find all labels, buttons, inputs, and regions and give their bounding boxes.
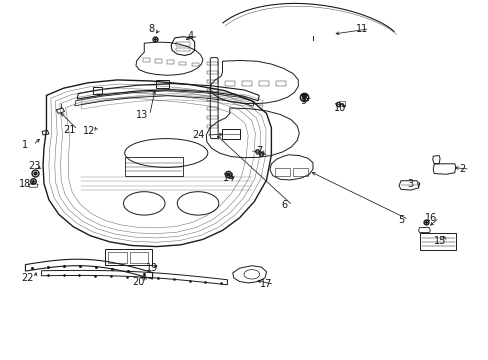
- Text: 10: 10: [333, 103, 346, 113]
- Text: 14: 14: [222, 173, 235, 183]
- Text: 6: 6: [281, 200, 287, 210]
- Text: 8: 8: [148, 24, 154, 34]
- Text: 3: 3: [407, 179, 413, 189]
- Bar: [176, 48, 189, 51]
- Text: 15: 15: [433, 236, 446, 246]
- Bar: [293, 168, 307, 176]
- Bar: [207, 71, 218, 74]
- Bar: [155, 59, 162, 63]
- Text: 4: 4: [187, 31, 193, 41]
- Text: 5: 5: [397, 215, 403, 225]
- Bar: [191, 63, 198, 66]
- Text: 16: 16: [424, 213, 437, 223]
- Text: 11: 11: [355, 24, 367, 34]
- Bar: [124, 157, 183, 176]
- Bar: [176, 42, 189, 46]
- Bar: [275, 168, 289, 176]
- Bar: [207, 125, 218, 128]
- Bar: [207, 107, 218, 110]
- Bar: [142, 58, 149, 62]
- Text: 17: 17: [260, 279, 272, 289]
- Text: 20: 20: [132, 276, 144, 287]
- Bar: [242, 81, 251, 86]
- Text: 24: 24: [191, 130, 204, 140]
- Text: 19: 19: [145, 263, 158, 273]
- Bar: [207, 98, 218, 101]
- Text: 9: 9: [300, 96, 305, 106]
- Bar: [129, 252, 148, 263]
- Text: 23: 23: [28, 161, 41, 171]
- Text: 1: 1: [22, 140, 28, 150]
- Bar: [259, 81, 268, 86]
- Text: 18: 18: [19, 179, 32, 189]
- Text: 7: 7: [256, 146, 262, 156]
- Bar: [105, 249, 151, 265]
- Text: 13: 13: [135, 110, 148, 120]
- Text: 22: 22: [21, 273, 34, 283]
- Bar: [156, 80, 168, 88]
- Text: 2: 2: [458, 164, 464, 174]
- Bar: [207, 116, 218, 119]
- Bar: [224, 81, 234, 86]
- Text: 12: 12: [82, 126, 95, 136]
- Bar: [276, 81, 285, 86]
- Bar: [207, 80, 218, 83]
- Bar: [179, 62, 186, 65]
- Bar: [419, 233, 455, 250]
- Bar: [93, 87, 102, 94]
- Bar: [107, 252, 127, 263]
- Bar: [207, 89, 218, 92]
- Bar: [338, 101, 344, 106]
- Bar: [222, 129, 239, 139]
- Bar: [167, 60, 174, 64]
- Text: 21: 21: [63, 125, 76, 135]
- Bar: [207, 62, 218, 65]
